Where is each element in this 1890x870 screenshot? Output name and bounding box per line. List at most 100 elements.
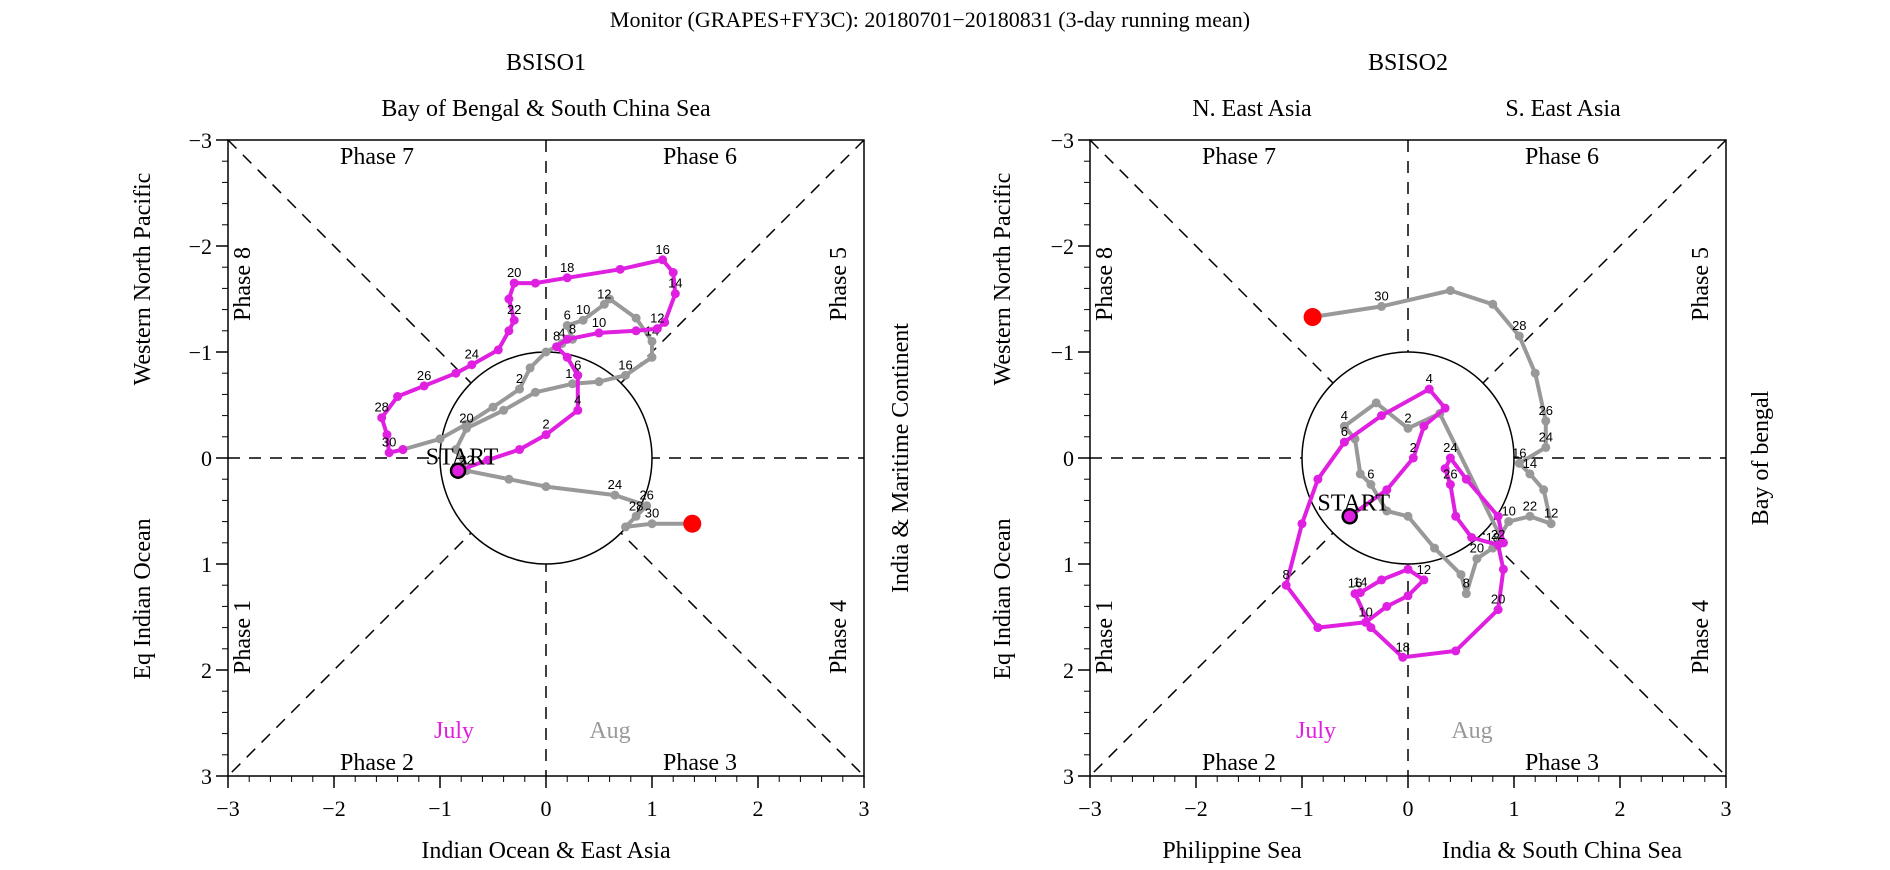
data-point <box>483 455 493 465</box>
x-tick-label: −2 <box>322 796 345 821</box>
data-point <box>1546 519 1556 529</box>
day-label: 28 <box>1512 318 1526 333</box>
day-label: 2 <box>542 417 549 432</box>
data-point <box>605 294 615 304</box>
phase-label: Phase 4 <box>1688 600 1714 674</box>
y-tick-label: 3 <box>201 764 212 789</box>
data-point <box>568 379 577 389</box>
phase-label: Phase 3 <box>663 750 737 776</box>
data-point <box>1541 442 1551 452</box>
data-point <box>1525 511 1535 521</box>
day-label: 14 <box>668 276 682 291</box>
day-label: 18 <box>1395 639 1409 654</box>
data-point <box>1403 564 1413 574</box>
data-point <box>1440 464 1450 474</box>
y-tick-label: −3 <box>1051 128 1074 153</box>
left-region-label-lower: Eq Indian Ocean <box>130 518 156 679</box>
data-point <box>647 519 657 529</box>
day-label: 26 <box>417 368 431 383</box>
right-region-label: India & Maritime Continent <box>888 323 914 593</box>
day-label: 12 <box>650 311 664 326</box>
start-marker <box>1341 508 1358 525</box>
day-label: 30 <box>1374 288 1388 303</box>
data-point <box>562 334 572 344</box>
day-label: 26 <box>639 488 653 503</box>
top-region-label: S. East Asia <box>1505 96 1621 122</box>
day-label: 6 <box>574 357 581 372</box>
data-point <box>1398 652 1408 662</box>
data-point <box>1377 411 1386 421</box>
x-tick-label: 0 <box>1403 796 1414 821</box>
bottom-region-label: India & South China Sea <box>1442 838 1682 864</box>
data-point <box>1424 384 1434 394</box>
day-label: 16 <box>655 242 669 257</box>
day-label: 6 <box>1341 424 1348 439</box>
day-label: 18 <box>560 260 574 275</box>
phase-label: Phase 8 <box>230 247 256 321</box>
data-point <box>499 405 509 415</box>
data-point <box>573 370 583 380</box>
day-label: 10 <box>576 302 590 317</box>
day-label: 22 <box>507 302 521 317</box>
x-tick-label: 2 <box>1615 796 1626 821</box>
y-tick-label: 2 <box>201 658 212 683</box>
x-tick-label: −1 <box>1290 796 1313 821</box>
data-point <box>515 384 524 394</box>
day-label: 30 <box>645 506 659 521</box>
data-point <box>530 278 540 288</box>
bottom-region-label: Indian Ocean & East Asia <box>421 838 671 864</box>
data-point <box>419 381 429 391</box>
start-label: START <box>1317 490 1390 516</box>
data-point <box>1339 421 1349 431</box>
data-point <box>1498 538 1508 548</box>
phase-label: Phase 2 <box>1202 750 1276 776</box>
data-point <box>615 264 625 274</box>
phase-label: Phase 1 <box>230 600 256 674</box>
x-tick-label: 0 <box>541 796 552 821</box>
figure-title: Monitor (GRAPES+FY3C): 20180701−20180831… <box>610 7 1250 32</box>
data-point <box>467 360 477 370</box>
data-point <box>1456 570 1466 580</box>
data-point <box>1366 623 1376 633</box>
data-point <box>398 445 408 455</box>
data-point <box>1488 299 1498 309</box>
data-point <box>377 413 387 423</box>
data-point <box>594 328 604 338</box>
day-label: 20 <box>1470 541 1484 556</box>
end-marker <box>683 514 702 533</box>
day-label: 2 <box>1410 440 1417 455</box>
data-point <box>530 387 540 397</box>
series-line <box>1284 387 1506 660</box>
data-point <box>451 368 461 378</box>
day-label: 26 <box>1443 467 1457 482</box>
day-label: 2 <box>516 371 523 386</box>
day-label: 20 <box>1491 592 1505 607</box>
data-point <box>660 317 670 327</box>
top-region-label: Bay of Bengal & South China Sea <box>381 96 711 122</box>
day-label: 8 <box>1463 576 1470 591</box>
data-point <box>562 352 572 362</box>
data-point <box>578 315 588 325</box>
data-point <box>504 326 514 336</box>
data-point <box>509 278 519 288</box>
day-label: 24 <box>465 347 479 362</box>
data-point <box>1493 605 1503 615</box>
day-label: 16 <box>1512 445 1526 460</box>
phase-label: Phase 1 <box>1092 600 1118 674</box>
data-point <box>647 336 657 346</box>
day-label: 6 <box>1367 467 1374 482</box>
data-point <box>1382 485 1392 495</box>
legend-aug-label: Aug <box>589 718 630 744</box>
day-label: 22 <box>459 453 473 468</box>
data-point <box>1530 368 1540 378</box>
legend-aug-label: Aug <box>1451 718 1492 744</box>
left-region-label: Western North Pacific <box>130 173 156 386</box>
panel-title: BSISO2 <box>1368 50 1448 76</box>
data-point <box>573 405 583 415</box>
data-point <box>642 501 652 511</box>
data-point <box>393 392 403 402</box>
day-label: 26 <box>1539 403 1553 418</box>
data-point <box>1339 437 1349 447</box>
